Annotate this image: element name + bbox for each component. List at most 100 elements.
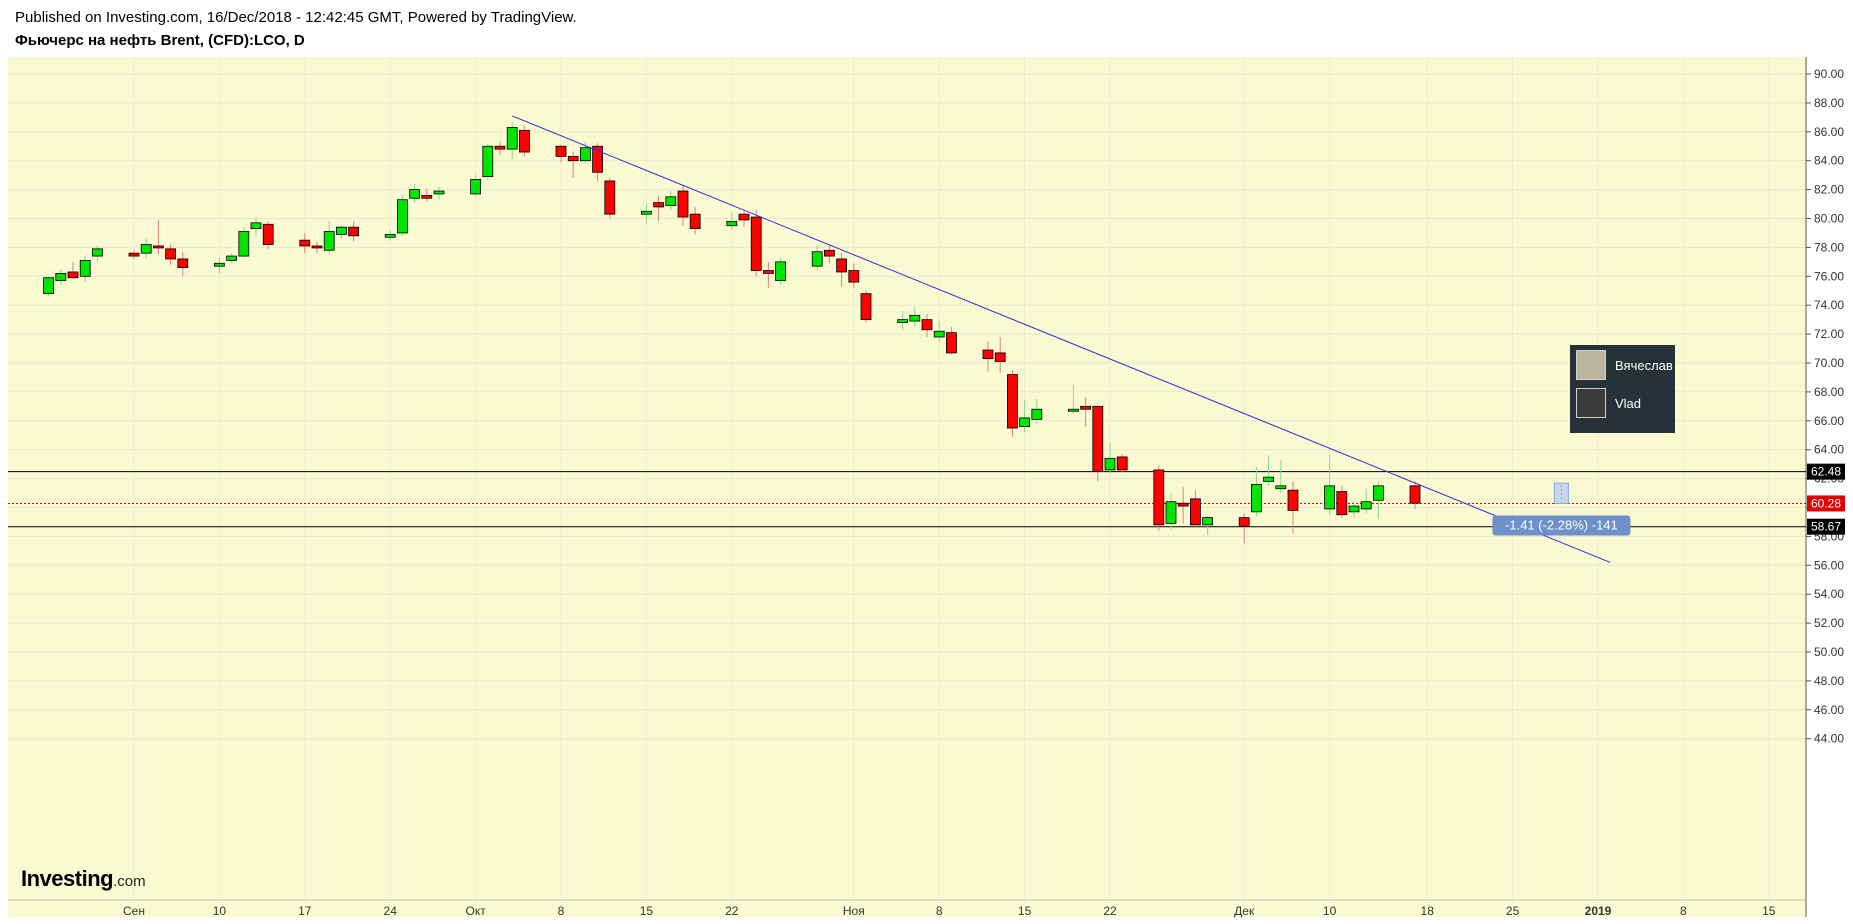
time-tick-label: 17 [298, 904, 312, 918]
candle-body [1275, 485, 1287, 490]
time-tick-label: 15 [640, 904, 654, 918]
user-row[interactable]: Vlad [1576, 388, 1672, 422]
price-tick-label: 52.00 [1814, 616, 1844, 630]
candle-body [494, 145, 506, 150]
price-tick-label: 66.00 [1814, 414, 1844, 428]
measure-tool[interactable]: -1.41 (-2.28%) -141 [1492, 482, 1631, 536]
candle-body [641, 210, 652, 215]
time-tick-label: 10 [213, 904, 227, 918]
candle-body [1080, 405, 1091, 410]
candle-body [323, 231, 335, 251]
candle-body [738, 213, 750, 221]
time-tick-label: 8 [1680, 904, 1687, 918]
price-tick-label: 88.00 [1814, 96, 1844, 110]
candle-body [836, 258, 847, 273]
level-price-label: 58.67 [1811, 520, 1841, 534]
candle-body [335, 226, 347, 235]
candle-body [226, 255, 238, 261]
candle-body [262, 223, 274, 245]
candle-body [1190, 498, 1201, 526]
measure-label: -1.41 (-2.28%) -141 [1505, 517, 1618, 532]
candle-body [177, 258, 189, 269]
candle-body [1104, 457, 1116, 471]
candle-body [1324, 485, 1335, 510]
candle-body [580, 147, 591, 162]
candle-body [1336, 491, 1348, 516]
level-price-label: 62.48 [1811, 465, 1841, 479]
candle-body [824, 249, 835, 257]
time-tick-label: Дек [1234, 904, 1255, 918]
candle-body [519, 129, 530, 153]
price-tick-label: 74.00 [1814, 298, 1844, 312]
price-tick-label: 90.00 [1814, 67, 1844, 81]
candle-body [238, 231, 250, 257]
price-tick-label: 68.00 [1814, 385, 1844, 399]
candle-body [92, 248, 103, 257]
users-panel: Вячеслав Vlad [1570, 345, 1675, 433]
candle-body [409, 189, 421, 199]
candle-body [1019, 417, 1030, 427]
candle-body [1238, 517, 1250, 527]
time-tick-label: 2019 [1585, 904, 1612, 918]
price-tick-label: 50.00 [1814, 645, 1844, 659]
candle-body [470, 179, 482, 195]
trendline [512, 115, 1611, 563]
time-tick-label: 25 [1506, 904, 1520, 918]
candle-body [43, 277, 54, 295]
avatar-icon [1576, 350, 1606, 380]
time-tick-label: 8 [936, 904, 943, 918]
level-price-label-box [1807, 463, 1845, 480]
candle-body [1177, 502, 1189, 507]
trendline-group[interactable] [512, 115, 1611, 563]
candle-body [982, 349, 994, 360]
time-tick-label: 22 [1103, 904, 1117, 918]
price-tick-label: 82.00 [1814, 183, 1844, 197]
time-tick-label: 10 [1323, 904, 1337, 918]
candle-body [897, 319, 908, 323]
candle-body [128, 252, 140, 257]
candle-body [299, 239, 311, 247]
user-name: Vlad [1615, 396, 1642, 411]
time-tick-label: Сен [123, 904, 145, 918]
measure-label-box [1492, 515, 1631, 536]
candle-body [1007, 374, 1018, 429]
chart-background [8, 57, 1806, 917]
price-tick-label: 72.00 [1814, 327, 1844, 341]
user-name: Вячеслав [1615, 358, 1673, 373]
candle-body [726, 220, 738, 227]
time-tick-label: 18 [1421, 904, 1435, 918]
price-tick-label: 46.00 [1814, 703, 1844, 717]
user-row[interactable]: Вячеслав [1576, 350, 1673, 384]
price-tick-label: 48.00 [1814, 674, 1844, 688]
candle-body [665, 196, 677, 206]
candle-body [140, 244, 152, 254]
candle-body [567, 155, 579, 162]
candle-body [1153, 469, 1165, 526]
candle-body [1202, 517, 1213, 526]
candlestick-series [43, 121, 1421, 544]
candle-body [67, 271, 79, 279]
price-tick-label: 56.00 [1814, 558, 1844, 572]
candle-body [677, 190, 689, 218]
candle-body [1165, 501, 1177, 524]
candle-body [1360, 501, 1372, 510]
price-tick-label: 86.00 [1814, 125, 1844, 139]
candle-body [79, 260, 91, 277]
candle-body [860, 293, 872, 321]
candle-body [909, 314, 921, 322]
price-axis-labels: 62.48 58.67 60.28 [1807, 463, 1845, 535]
time-tick-label: 8 [558, 904, 565, 918]
price-axis: 90.00 88.00 86.00 84.00 82.00 80.00 78.00 76.00… [1806, 67, 1844, 746]
candle-body [750, 216, 762, 271]
candle-body [555, 145, 567, 157]
candle-body [55, 273, 67, 282]
candle-body [1251, 483, 1262, 513]
price-tick-label: 76.00 [1814, 269, 1844, 283]
candle-body [1116, 456, 1128, 471]
candle-body [1287, 489, 1299, 511]
candle-body [384, 233, 396, 238]
candle-body [994, 352, 1006, 362]
time-tick-label: Ноя [843, 904, 865, 918]
price-tick-label: 70.00 [1814, 356, 1844, 370]
